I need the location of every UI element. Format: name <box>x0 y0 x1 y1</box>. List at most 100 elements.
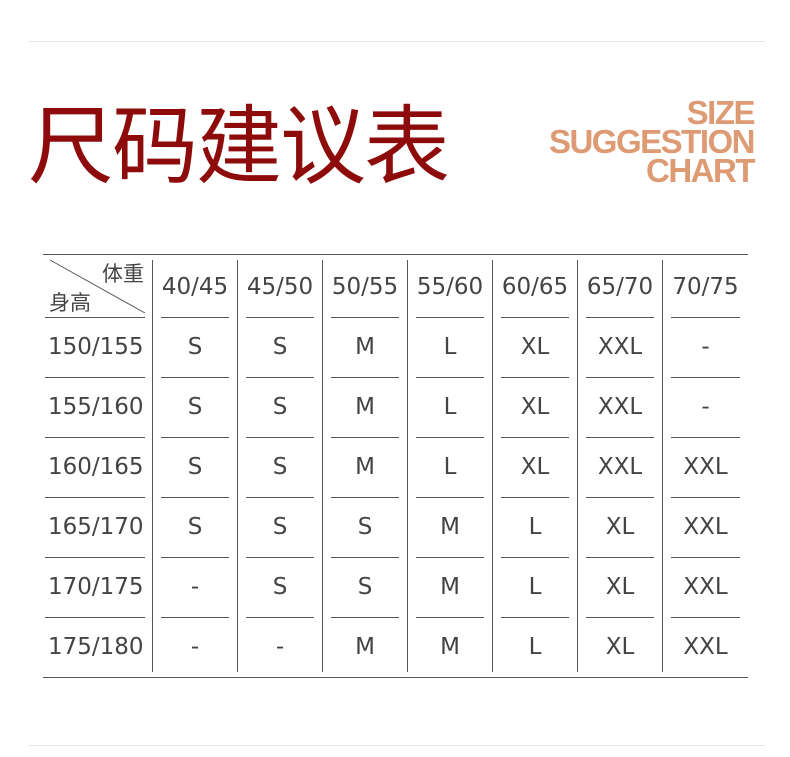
size-cell: L <box>443 454 457 480</box>
corner-height-label: 身高 <box>49 291 91 315</box>
row-divider <box>331 617 399 618</box>
size-cell: M <box>440 514 460 540</box>
column-divider <box>662 260 663 672</box>
size-cell: XL <box>520 334 550 360</box>
row-divider <box>45 377 145 378</box>
size-cell: S <box>272 454 288 480</box>
subtitle-line: SUGGESTION <box>548 123 756 160</box>
row-divider <box>331 437 399 438</box>
column-header: 50/55 <box>331 274 399 300</box>
row-divider <box>161 557 229 558</box>
size-cell: XXL <box>597 394 643 420</box>
row-divider <box>501 317 569 318</box>
row-divider <box>161 497 229 498</box>
row-divider <box>45 437 145 438</box>
row-divider <box>671 497 740 498</box>
table-bottom-border <box>43 677 748 678</box>
bottom-divider <box>28 745 765 746</box>
size-cell: S <box>272 334 288 360</box>
size-cell: L <box>528 634 542 660</box>
row-divider <box>501 557 569 558</box>
row-divider <box>671 557 740 558</box>
row-divider <box>246 497 314 498</box>
size-cell: - <box>701 394 710 420</box>
row-divider <box>671 317 740 318</box>
size-cell: XL <box>605 574 635 600</box>
row-divider <box>161 377 229 378</box>
row-height-label: 170/175 <box>48 574 144 600</box>
size-cell: S <box>187 514 203 540</box>
top-divider <box>28 41 765 42</box>
row-divider <box>416 557 484 558</box>
row-divider <box>586 557 654 558</box>
row-divider <box>671 377 740 378</box>
row-divider <box>416 317 484 318</box>
column-header: 45/50 <box>246 274 314 300</box>
column-header: 65/70 <box>586 274 654 300</box>
size-cell: S <box>187 454 203 480</box>
row-height-label: 155/160 <box>48 394 144 420</box>
row-divider <box>586 377 654 378</box>
row-divider <box>246 437 314 438</box>
row-divider <box>586 497 654 498</box>
row-divider <box>161 317 229 318</box>
size-cell: XL <box>520 394 550 420</box>
size-cell: XL <box>605 514 635 540</box>
row-divider <box>331 497 399 498</box>
column-header: 70/75 <box>672 274 739 300</box>
row-height-label: 175/180 <box>48 634 144 660</box>
table-top-border <box>43 254 748 255</box>
size-cell: XXL <box>683 574 728 600</box>
row-divider <box>501 377 569 378</box>
size-cell: S <box>272 514 288 540</box>
size-cell: XXL <box>597 334 643 360</box>
column-divider <box>407 260 408 672</box>
size-cell: S <box>187 334 203 360</box>
page-title: 尺码建议表 <box>28 97 450 197</box>
size-cell: L <box>443 394 457 420</box>
row-divider <box>416 497 484 498</box>
size-cell: M <box>440 574 460 600</box>
size-cell: M <box>355 634 375 660</box>
corner-diagonal <box>49 259 146 314</box>
column-divider <box>492 260 493 672</box>
row-divider <box>586 317 654 318</box>
size-cell: - <box>190 574 200 600</box>
row-divider <box>331 557 399 558</box>
size-cell: XL <box>520 454 550 480</box>
row-divider <box>501 497 569 498</box>
size-cell: M <box>355 334 375 360</box>
column-divider <box>322 260 323 672</box>
row-divider <box>331 377 399 378</box>
corner-weight-label: 体重 <box>102 262 144 286</box>
size-cell: - <box>701 334 710 360</box>
size-cell: S <box>272 574 288 600</box>
size-cell: L <box>528 574 542 600</box>
size-cell: XXL <box>597 454 643 480</box>
size-cell: - <box>190 634 200 660</box>
column-divider <box>237 260 238 672</box>
row-divider <box>501 617 569 618</box>
row-divider <box>45 317 145 318</box>
row-divider <box>501 437 569 438</box>
size-cell: XXL <box>683 634 728 660</box>
size-cell: S <box>272 394 288 420</box>
column-divider <box>152 260 153 672</box>
row-divider <box>416 377 484 378</box>
size-cell: XL <box>605 634 635 660</box>
column-divider <box>577 260 578 672</box>
size-cell: S <box>357 514 373 540</box>
subtitle-line: CHART <box>646 152 755 189</box>
row-divider <box>586 617 654 618</box>
row-divider <box>45 497 145 498</box>
row-height-label: 165/170 <box>48 514 144 540</box>
row-divider <box>246 557 314 558</box>
row-divider <box>331 317 399 318</box>
row-divider <box>161 437 229 438</box>
row-divider <box>416 617 484 618</box>
row-height-label: 150/155 <box>48 334 144 360</box>
column-header: 40/45 <box>161 274 229 300</box>
size-cell: XXL <box>683 454 728 480</box>
row-divider <box>416 437 484 438</box>
